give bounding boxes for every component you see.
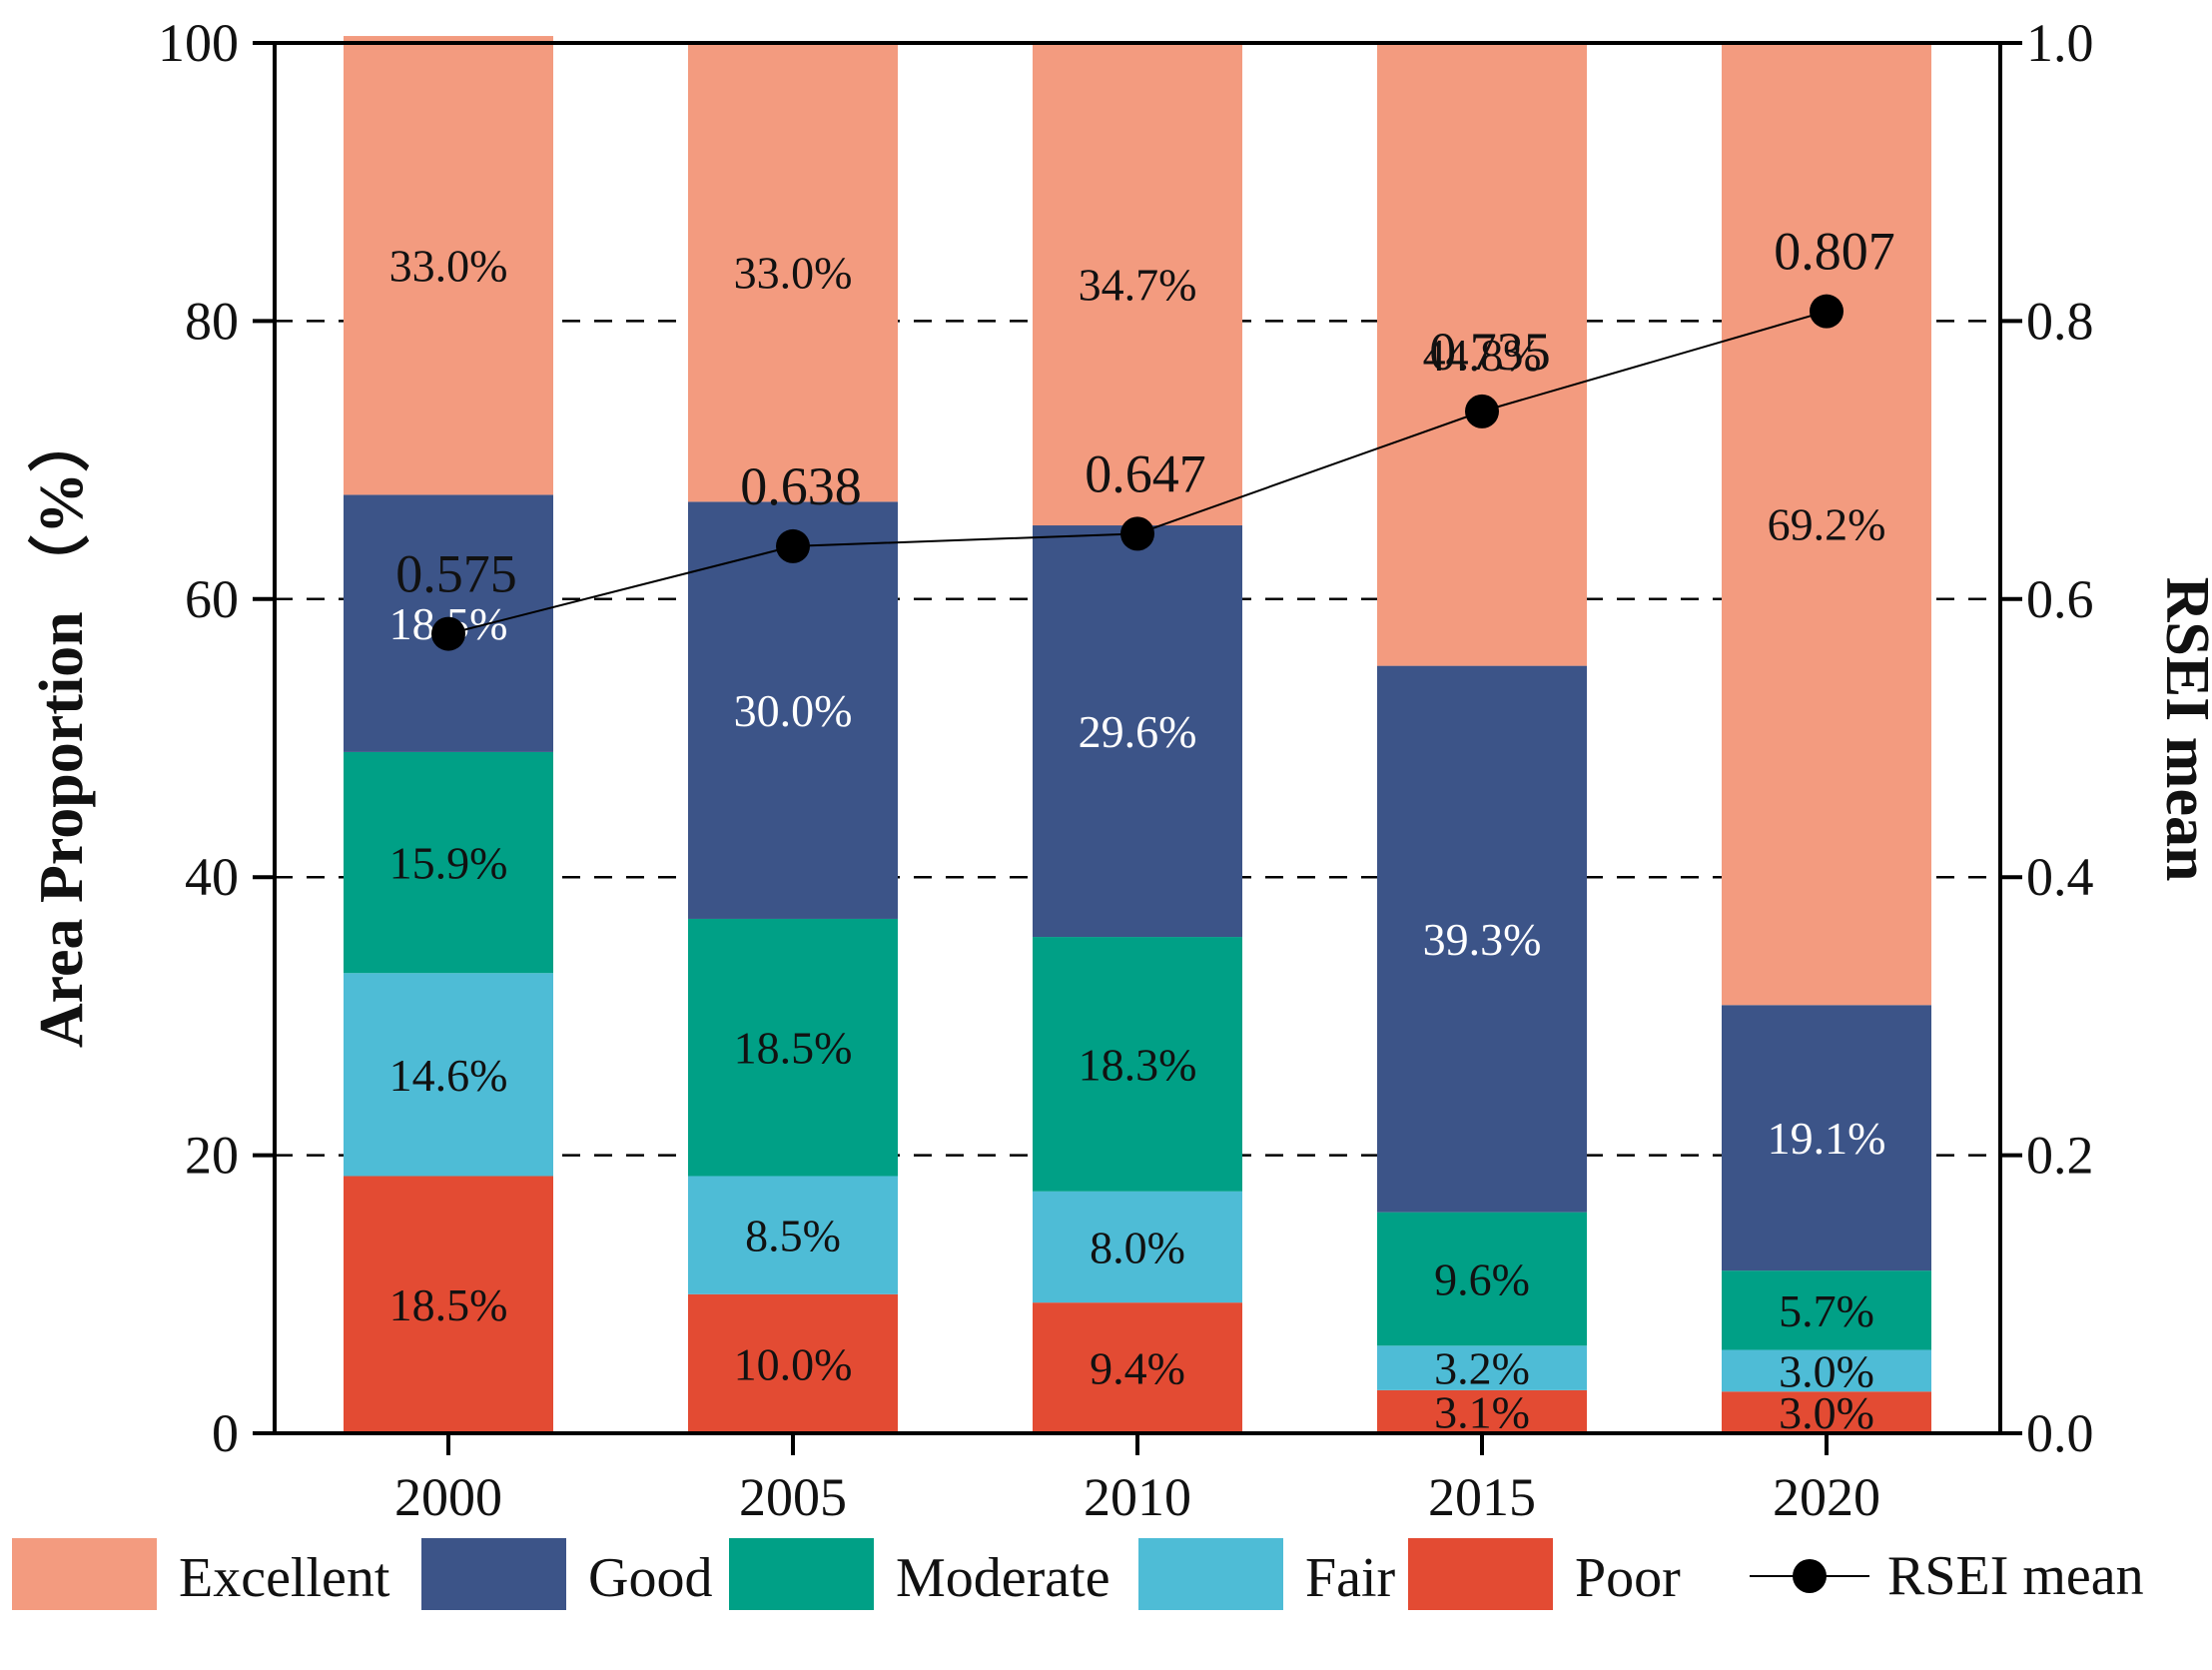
bar-segment-good-2020 [1722, 1005, 1931, 1271]
segment-label-moderate-2010: 18.3% [1079, 1039, 1197, 1090]
legend-label-poor: Poor [1575, 1547, 1681, 1609]
x-tick-label: 2005 [739, 1467, 847, 1527]
bar-segment-moderate-2010 [1033, 937, 1242, 1192]
x-tick-label: 2020 [1773, 1467, 1880, 1527]
bar-segment-excellent-2020 [1722, 43, 1931, 1006]
segment-label-fair-2000: 14.6% [389, 1050, 508, 1101]
segment-label-excellent-2010: 34.7% [1079, 260, 1197, 311]
legend-label-good: Good [588, 1547, 712, 1609]
bar-segment-poor-2000 [344, 1176, 553, 1433]
bar-segment-poor-2010 [1033, 1302, 1242, 1433]
y2-tick-label: 1.0 [2026, 13, 2094, 73]
bar-segment-fair-2015 [1377, 1345, 1587, 1390]
axes: 0 20 40 60 80 100 0.0 0.2 0.4 0.6 0.8 1.0 2000 2005 20… [158, 13, 2094, 1527]
legend-marker-rsei-mean [1793, 1559, 1827, 1593]
bar-segment-excellent-2005 [688, 43, 898, 502]
segment-label-excellent-2000: 33.0% [389, 241, 508, 292]
bar-segment-good-2015 [1377, 665, 1587, 1213]
legend-label-rsei-mean: RSEI mean [1887, 1545, 2144, 1607]
bar-segment-fair-2005 [688, 1176, 898, 1294]
bar-segment-moderate-2005 [688, 918, 898, 1177]
segment-label-good-2020: 19.1% [1768, 1113, 1886, 1164]
segment-label-excellent-2005: 33.0% [734, 248, 853, 299]
x-tick-label: 2015 [1428, 1467, 1536, 1527]
segment-label-excellent-2015: 44.8% [1423, 330, 1542, 381]
bar-segment-excellent-2015 [1377, 43, 1587, 666]
bar-segment-fair-2010 [1033, 1191, 1242, 1303]
y-axis-title: Area Proportion （%） [26, 411, 96, 1048]
segment-label-moderate-2000: 15.9% [389, 838, 508, 889]
legend-swatch-poor [1408, 1538, 1553, 1610]
y-tick-label: 80 [185, 291, 239, 351]
rsei-mean-label-2010: 0.647 [1085, 443, 1206, 503]
bar-segment-excellent-2010 [1033, 43, 1242, 526]
rsei-mean-point-2015 [1465, 394, 1499, 428]
y2-tick-label: 0.2 [2026, 1126, 2094, 1186]
y-tick-label: 0 [212, 1403, 239, 1463]
segment-label-moderate-2015: 9.6% [1434, 1253, 1530, 1304]
legend-swatch-fair [1138, 1538, 1283, 1610]
rsei-mean-point-2005 [776, 528, 810, 563]
rsei-mean-line: 0.575 0.638 0.647 0.735 0.807 [395, 222, 1895, 651]
legend: Excellent Good Moderate Fair Poor RSEI mean [12, 1538, 2144, 1610]
segment-labels: 18.5%14.6%15.9%18.5%33.0%10.0%8.5%18.5%3… [389, 241, 1886, 1438]
segment-label-moderate-2020: 5.7% [1779, 1285, 1874, 1336]
y2-tick-label: 0.0 [2026, 1403, 2094, 1463]
bar-segment-excellent-2000 [344, 36, 553, 495]
segment-label-poor-2000: 18.5% [389, 1279, 508, 1330]
legend-label-excellent: Excellent [179, 1547, 390, 1609]
segment-label-poor-2015: 3.1% [1434, 1386, 1530, 1437]
bar-segment-poor-2005 [688, 1293, 898, 1433]
y2-axis-title: RSEI mean [2153, 577, 2212, 882]
bar-segment-moderate-2015 [1377, 1212, 1587, 1346]
segment-label-excellent-2020: 69.2% [1768, 499, 1886, 550]
y-tick-label: 20 [185, 1126, 239, 1186]
segment-label-fair-2010: 8.0% [1090, 1222, 1185, 1272]
rsei-mean-point-2000 [431, 616, 465, 651]
rsei-mean-label-2000: 0.575 [395, 544, 517, 604]
legend-label-moderate: Moderate [896, 1547, 1110, 1609]
bar-segment-moderate-2020 [1722, 1270, 1931, 1350]
x-tick-label: 2010 [1084, 1467, 1191, 1527]
rsei-mean-label-2015: 0.735 [1429, 322, 1551, 382]
bar-segment-good-2010 [1033, 525, 1242, 938]
segment-label-poor-2010: 9.4% [1090, 1343, 1185, 1394]
segment-label-fair-2015: 3.2% [1434, 1343, 1530, 1394]
segment-label-fair-2005: 8.5% [745, 1211, 841, 1261]
bar-segment-fair-2000 [344, 973, 553, 1177]
rsei-mean-point-2020 [1810, 294, 1843, 329]
segment-label-poor-2020: 3.0% [1779, 1387, 1874, 1438]
bar-segment-fair-2020 [1722, 1349, 1931, 1392]
segment-label-fair-2020: 3.0% [1779, 1345, 1874, 1396]
legend-swatch-good [421, 1538, 566, 1610]
bar-segment-poor-2015 [1377, 1389, 1587, 1433]
y-tick-label: 40 [185, 847, 239, 907]
segment-label-moderate-2005: 18.5% [734, 1023, 853, 1074]
bars [344, 36, 1931, 1433]
legend-label-fair: Fair [1305, 1547, 1396, 1609]
segment-label-good-2005: 30.0% [734, 685, 853, 736]
bar-segment-moderate-2000 [344, 751, 553, 974]
segment-label-good-2015: 39.3% [1423, 914, 1542, 965]
segment-label-poor-2005: 10.0% [734, 1338, 853, 1389]
y2-tick-label: 0.6 [2026, 569, 2094, 629]
legend-swatch-excellent [12, 1538, 157, 1610]
y-tick-label: 100 [158, 13, 239, 73]
bar-segment-poor-2020 [1722, 1391, 1931, 1433]
legend-swatch-moderate [729, 1538, 874, 1610]
rsei-mean-label-2005: 0.638 [740, 456, 862, 516]
y2-tick-label: 0.4 [2026, 847, 2094, 907]
rsei-mean-label-2020: 0.807 [1774, 222, 1895, 282]
y2-tick-label: 0.8 [2026, 291, 2094, 351]
x-tick-label: 2000 [394, 1467, 502, 1527]
y-tick-label: 60 [185, 569, 239, 629]
bar-segment-good-2005 [688, 501, 898, 919]
segment-label-good-2010: 29.6% [1079, 706, 1197, 757]
rsei-mean-point-2010 [1120, 516, 1154, 551]
